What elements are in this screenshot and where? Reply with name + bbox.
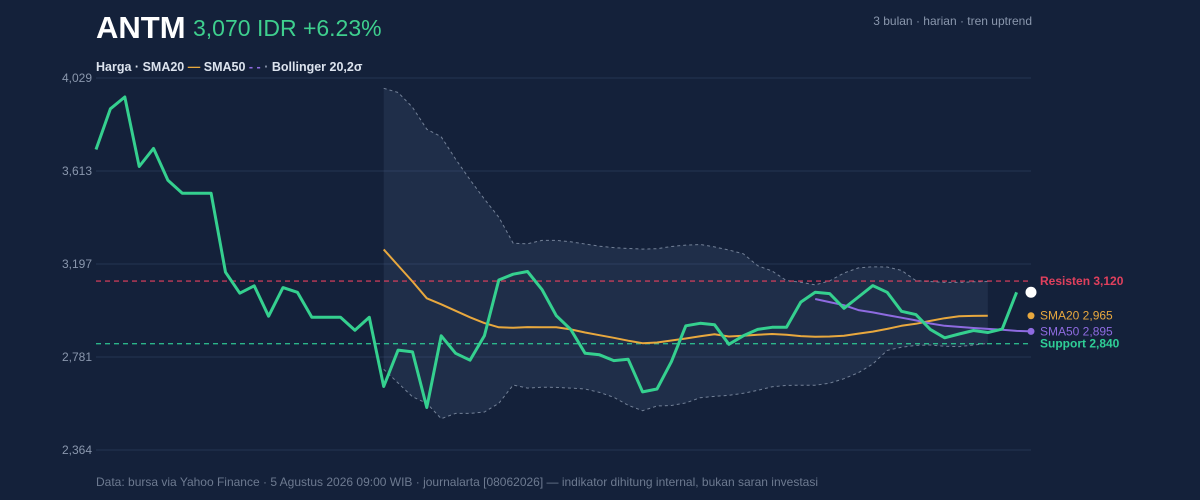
sma20-end-label: SMA20 2,965 <box>1040 309 1113 323</box>
bollinger-band-fill <box>383 88 988 419</box>
sma50-end-marker <box>1027 327 1035 335</box>
legend: Harga · SMA20 — SMA50 - - · Bollinger 20… <box>96 60 362 74</box>
support-label: Support 2,840 <box>1040 337 1120 351</box>
price-change: 3,070 IDR +6.23% <box>193 15 382 41</box>
y-tick-label: 4,029 <box>62 71 92 85</box>
legend-price: Harga <box>96 60 132 74</box>
y-tick-label: 3,197 <box>62 257 92 271</box>
y-tick-label: 3,613 <box>62 164 92 178</box>
legend-bollinger-swatch: · <box>264 60 269 74</box>
sma50-end-label: SMA50 2,895 <box>1040 324 1113 338</box>
chart-meta: 3 bulan · harian · tren uptrend <box>873 14 1032 28</box>
y-tick-label: 2,364 <box>62 443 92 457</box>
legend-sma20-swatch: — <box>187 60 201 74</box>
sma20-line <box>382 248 988 345</box>
legend-sma50-label: SMA50 <box>203 60 246 74</box>
bollinger-upper-line <box>383 87 988 286</box>
sma20-end-marker <box>1027 312 1035 320</box>
legend-bollinger-label: Bollinger 20,2σ <box>271 60 363 74</box>
bollinger-lower-line <box>383 342 988 420</box>
last-price-marker <box>1025 286 1037 298</box>
legend-separator: · <box>134 60 140 74</box>
legend-sma20-label: SMA20 <box>142 60 185 74</box>
footer-source: Data: bursa via Yahoo Finance · 5 Agustu… <box>96 475 818 489</box>
price-line <box>94 95 1018 409</box>
resistance-label: Resisten 3,120 <box>1040 274 1124 288</box>
ticker-title: ANTM <box>96 10 186 45</box>
y-tick-label: 2,781 <box>62 350 92 364</box>
legend-sma50-swatch: - - <box>248 60 261 74</box>
